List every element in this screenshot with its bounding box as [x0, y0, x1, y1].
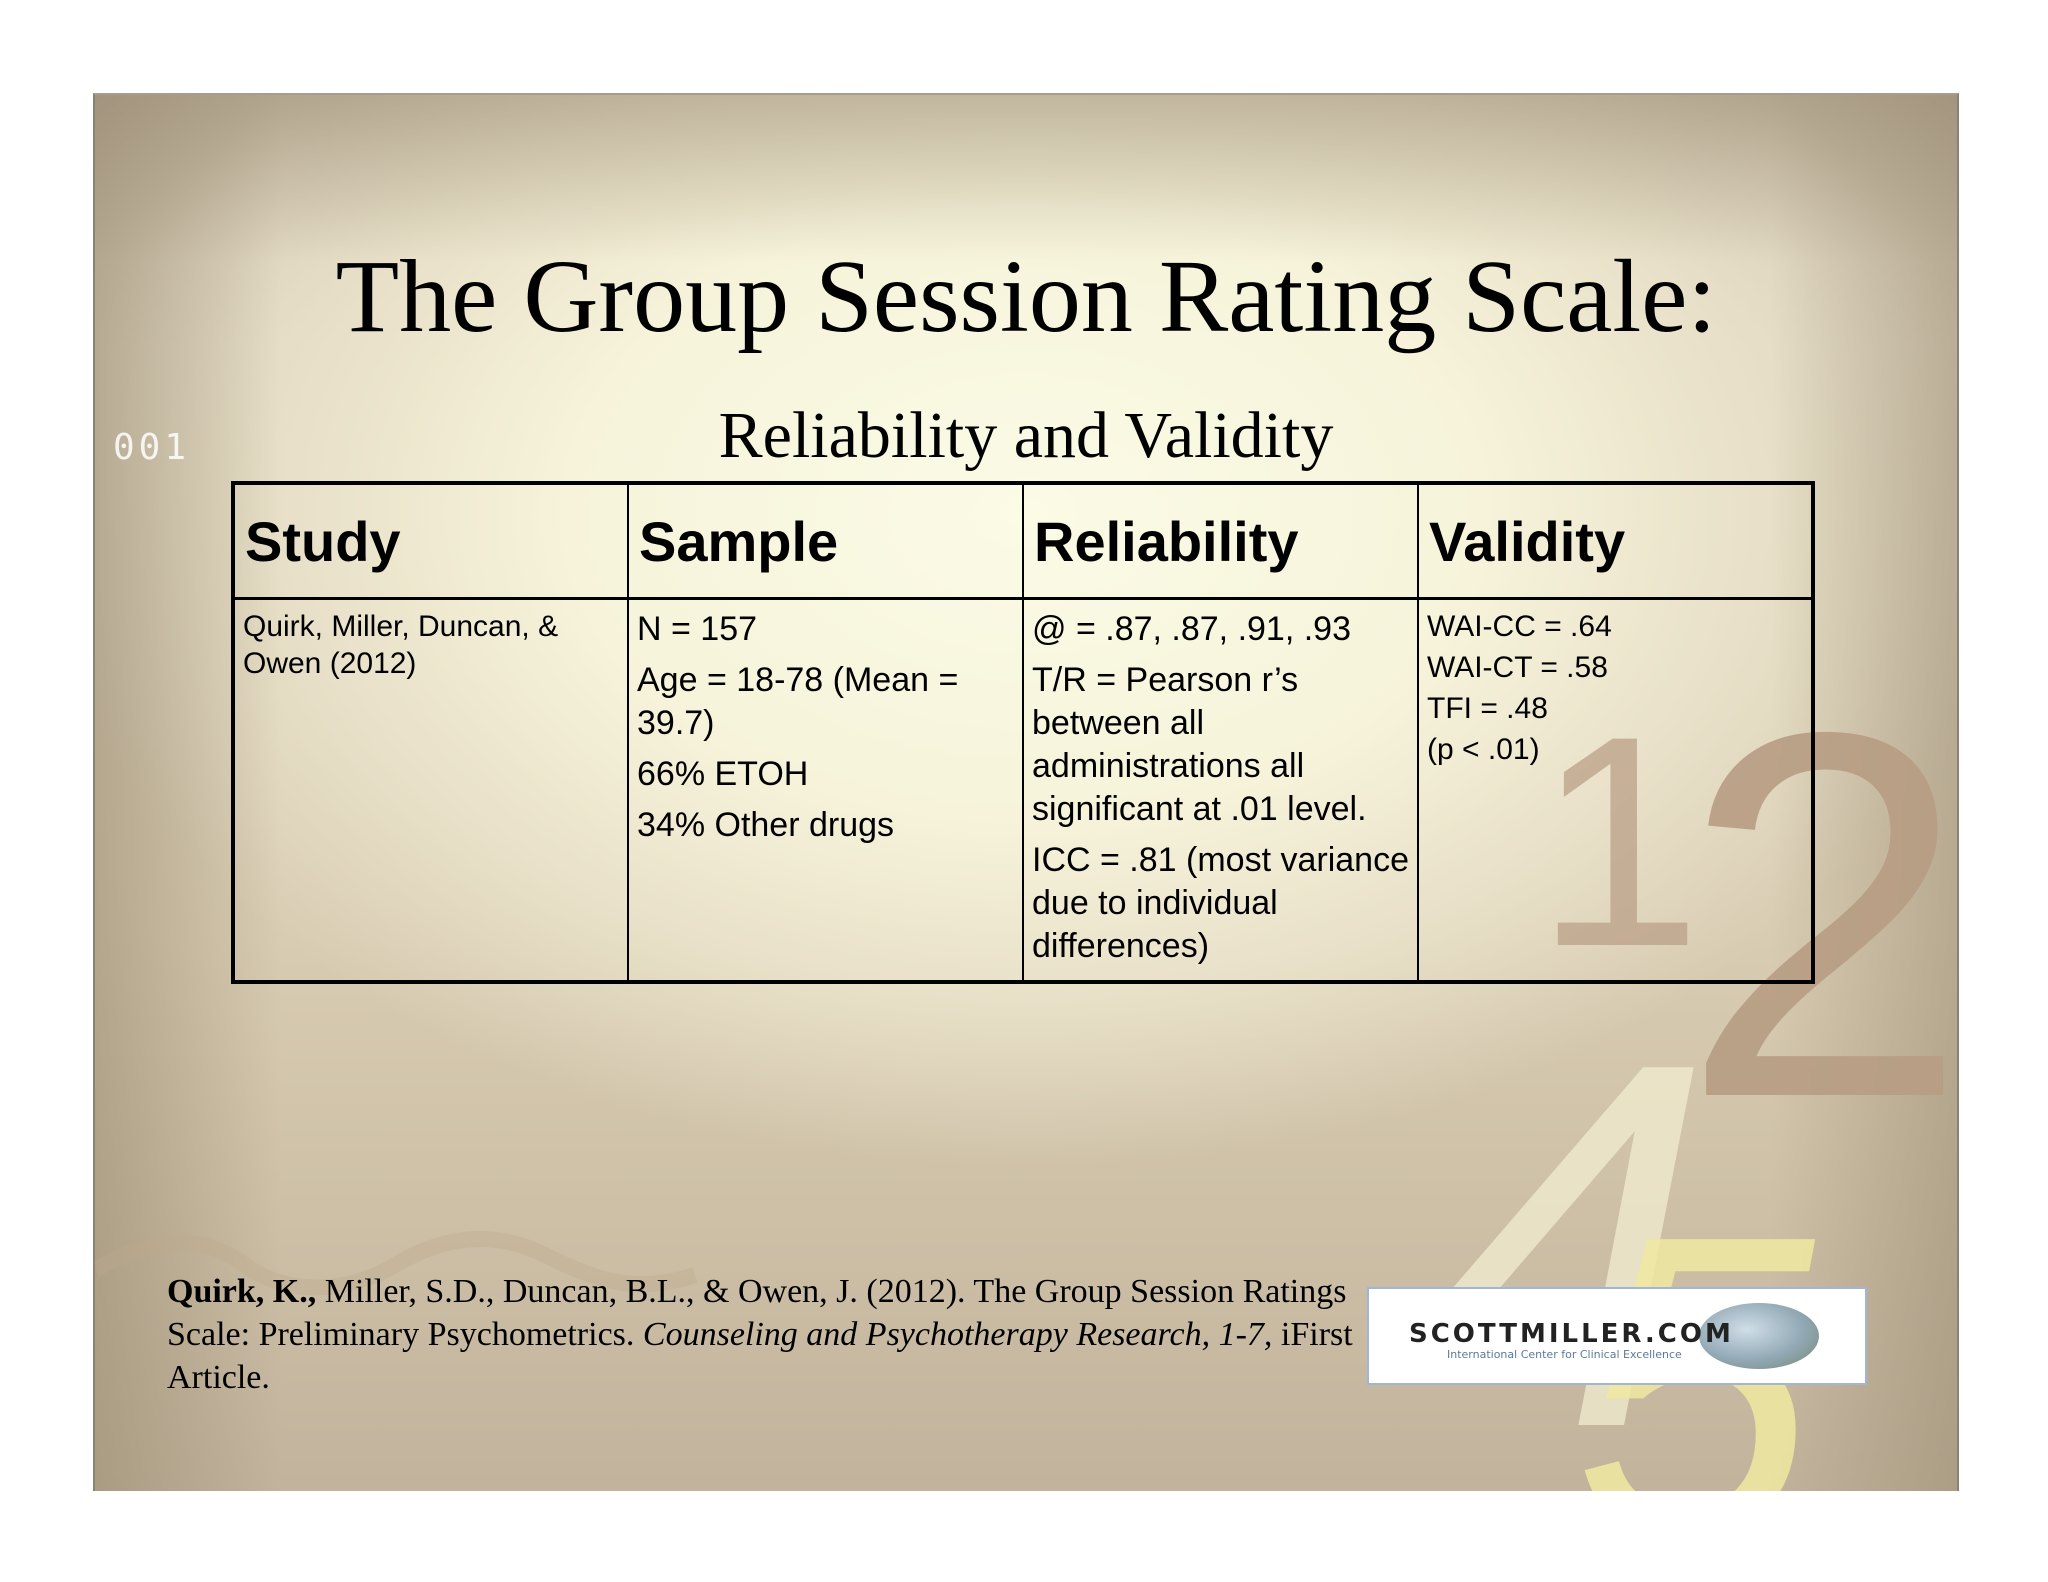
logo-text: SCOTTMILLER.COM: [1409, 1319, 1734, 1349]
table-row: Quirk, Miller, Duncan, & Owen (2012) N =…: [232, 597, 1814, 983]
slide-title: The Group Session Rating Scale:: [335, 239, 1717, 354]
citation-tail: iFirst Article.: [167, 1316, 1353, 1396]
reliability-line: T/R = Pearson r’s between all administra…: [1032, 661, 1367, 828]
logo-subtext: International Center for Clinical Excell…: [1447, 1348, 1682, 1361]
slide: 2 1 4 5 001 The Group Session Rating Sca…: [93, 93, 1959, 1491]
cell-study: Quirk, Miller, Duncan, & Owen (2012): [232, 597, 629, 983]
study-text: Quirk, Miller, Duncan, & Owen (2012): [243, 610, 559, 680]
header-study: Study: [232, 482, 629, 600]
sample-line: 34% Other drugs: [637, 806, 895, 844]
citation-text: Miller, S.D., Duncan, B.L., & Owen, J. (…: [167, 1273, 1347, 1353]
cell-reliability: @ = .87, .87, .91, .93 T/R = Pearson r’s…: [1022, 597, 1419, 983]
scottmiller-logo[interactable]: SCOTTMILLER.COM International Center for…: [1367, 1287, 1867, 1385]
validity-line: WAI-CC = .64: [1427, 610, 1612, 643]
citation-journal: Counseling and Psychotherapy Research, 1…: [642, 1316, 1273, 1353]
validity-line: TFI = .48: [1427, 692, 1548, 725]
numeral-4: 4: [1425, 955, 1714, 1491]
table-header-row: Study Sample Reliability Validity: [232, 482, 1814, 600]
globe-icon: [1699, 1303, 1819, 1369]
sample-line: N = 157: [637, 610, 758, 648]
sample-line: Age = 18-78 (Mean = 39.7): [637, 661, 959, 742]
slide-subtitle: Reliability and Validity: [718, 399, 1334, 472]
citation: Quirk, K., Miller, S.D., Duncan, B.L., &…: [167, 1270, 1377, 1399]
header-validity: Validity: [1417, 482, 1814, 600]
decorative-digits: 001: [113, 427, 191, 468]
citation-author: Quirk, K.,: [167, 1273, 317, 1310]
study-table: Study Sample Reliability Validity Quirk,…: [231, 481, 1815, 984]
validity-line: WAI-CT = .58: [1427, 651, 1608, 684]
cell-sample: N = 157 Age = 18-78 (Mean = 39.7) 66% ET…: [627, 597, 1024, 983]
header-reliability: Reliability: [1022, 482, 1419, 600]
header-sample: Sample: [627, 482, 1024, 600]
cell-validity: WAI-CC = .64 WAI-CT = .58 TFI = .48 (p <…: [1417, 597, 1814, 983]
sample-line: 66% ETOH: [637, 755, 809, 793]
validity-line: (p < .01): [1427, 733, 1540, 766]
reliability-line: ICC = .81 (most variance due to individu…: [1032, 841, 1409, 965]
reliability-line: @ = .87, .87, .91, .93: [1032, 610, 1351, 648]
